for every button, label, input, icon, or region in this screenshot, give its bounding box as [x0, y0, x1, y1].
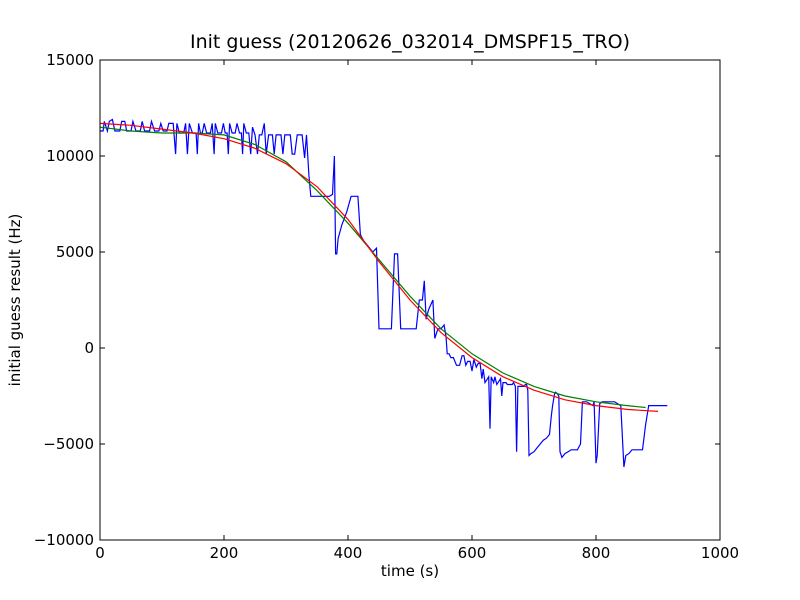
x-tick-label: 0 — [95, 544, 105, 562]
chart-title: Init guess (20120626_032014_DMSPF15_TRO) — [190, 31, 630, 53]
ticks-layer: 0 200 400 600 800 1000 −10000 −5000 0 5000 10000 15… — [34, 51, 739, 562]
y-tick-label: −5000 — [43, 435, 94, 453]
axes-frame — [99, 59, 721, 541]
series-layer — [99, 118, 668, 468]
y-tick-label: 0 — [84, 339, 94, 357]
y-tick-label: −10000 — [34, 531, 94, 549]
y-tick-label: 15000 — [46, 51, 94, 69]
x-tick-label: 200 — [210, 544, 239, 562]
x-tick-label: 400 — [334, 544, 363, 562]
y-tick-label: 5000 — [56, 243, 94, 261]
series-line-3 — [99, 122, 659, 412]
x-tick-label: 800 — [582, 544, 611, 562]
y-tick-label: 10000 — [46, 147, 94, 165]
x-tick-label: 1000 — [701, 544, 739, 562]
y-axis-label: initial guess result (Hz) — [6, 214, 24, 387]
series-line-1 — [100, 118, 668, 468]
x-axis-label: time (s) — [381, 562, 439, 580]
x-tick-label: 600 — [458, 544, 487, 562]
